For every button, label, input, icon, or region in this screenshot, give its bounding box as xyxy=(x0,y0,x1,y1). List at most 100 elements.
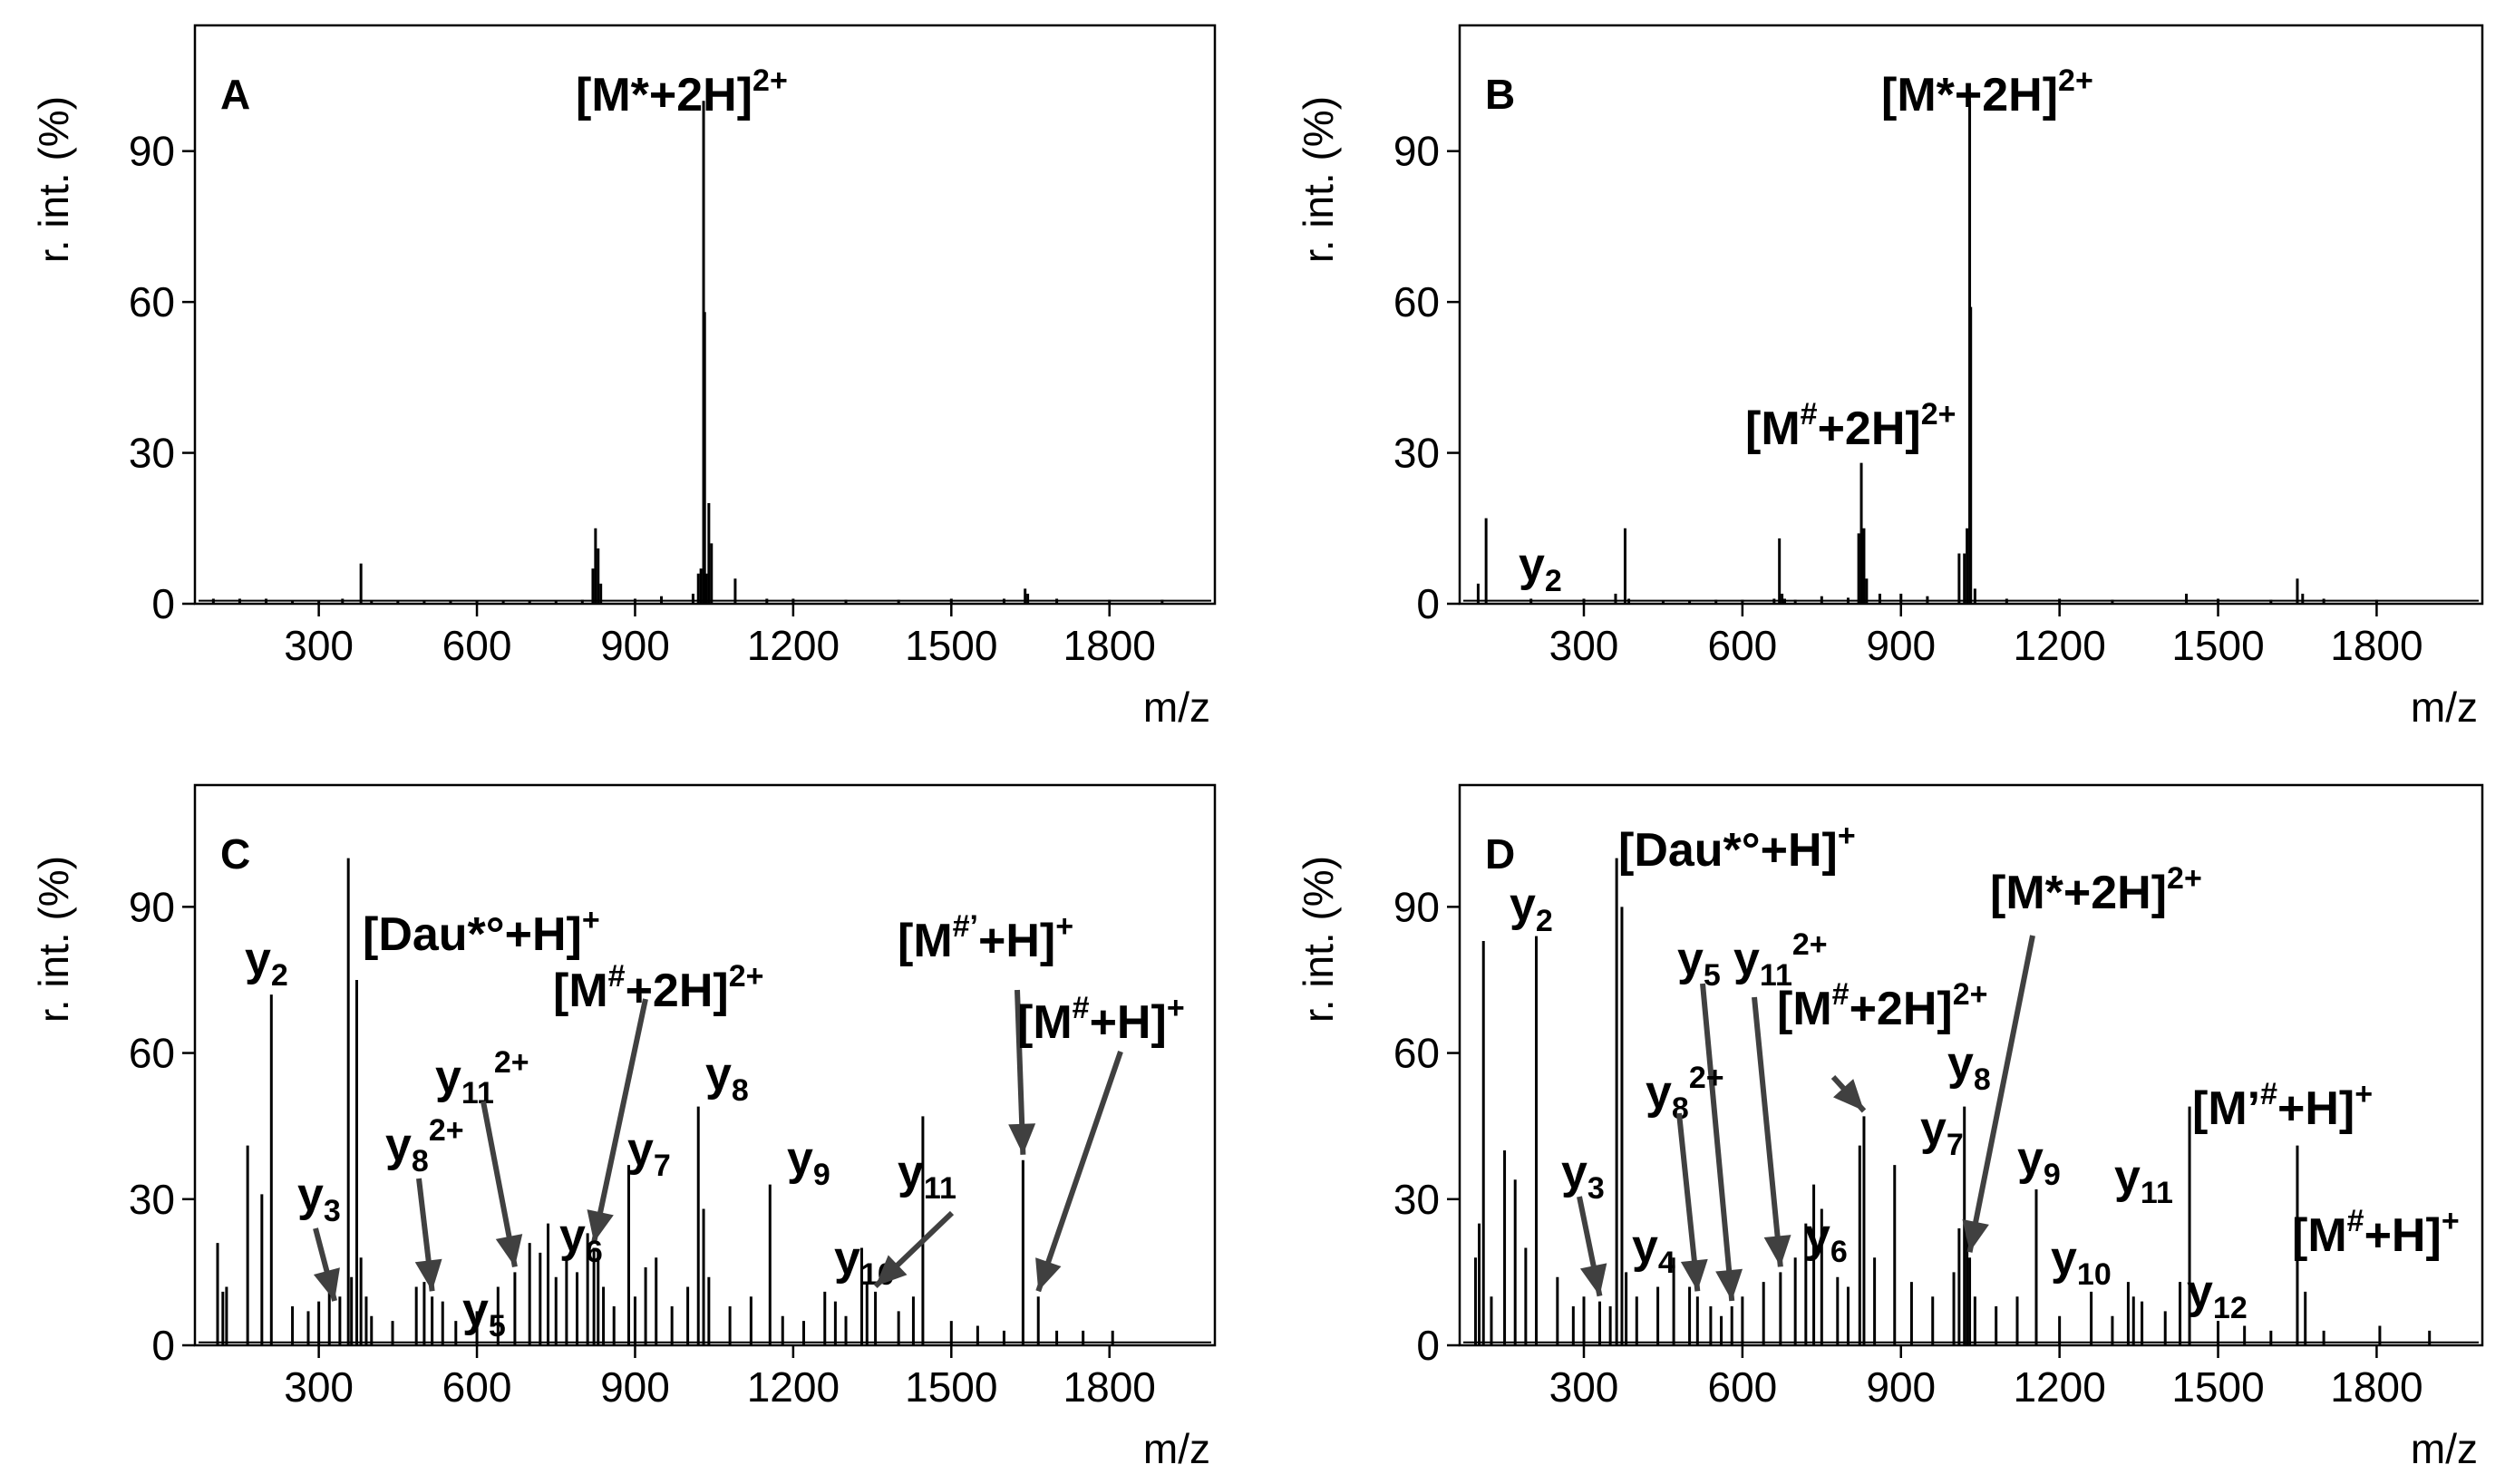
y-tick-label: 90 xyxy=(129,128,175,175)
peak-annotation: y10 xyxy=(2051,1232,2112,1292)
peak-annotation: [M#+2H]2+ xyxy=(1745,397,1956,455)
peak-annotation: y82+ xyxy=(1646,1061,1724,1126)
y-tick-label: 30 xyxy=(1393,1176,1440,1223)
peak-annotation: y4 xyxy=(1632,1220,1675,1280)
x-tick-label: 600 xyxy=(1708,1363,1778,1411)
peak-annotation: [M*+2H]2+ xyxy=(1990,861,2202,919)
peak-annotation: y7 xyxy=(1920,1102,1964,1162)
arrow-head xyxy=(1680,1258,1708,1292)
y-tick-label: 30 xyxy=(129,430,175,477)
y-tick-label: 60 xyxy=(1393,278,1440,325)
x-tick-label: 600 xyxy=(442,622,512,669)
y-axis-title: r. int. (%) xyxy=(1295,96,1342,263)
panel-a: 0 30 60 90 300 600 900 1200 1500 1800 r. int. (%) m… xyxy=(30,24,1217,731)
x-axis-title: m/z xyxy=(2411,1425,2478,1472)
x-tick-label: 1800 xyxy=(1063,622,1156,669)
y-tick-label: 30 xyxy=(1393,430,1440,477)
peak-annotation: [M’#+H]+ xyxy=(2192,1077,2373,1135)
peak-annotation: y3 xyxy=(1561,1146,1605,1206)
peak-annotation: [M#+2H]2+ xyxy=(553,959,763,1017)
x-tick-label: 1200 xyxy=(2013,1363,2105,1411)
arrow-head xyxy=(1962,1218,1989,1253)
y-tick-label: 60 xyxy=(129,1030,175,1077)
x-tick-label: 900 xyxy=(600,622,670,669)
y-tick-label: 90 xyxy=(129,883,175,930)
peak-annotation: [M#+H]+ xyxy=(1017,991,1185,1049)
arrow-head xyxy=(1832,1079,1864,1111)
arrow-head xyxy=(414,1258,442,1292)
peak-annotation: y11 xyxy=(2114,1150,2173,1210)
x-tick-label: 1200 xyxy=(747,1363,840,1411)
x-axis-title: m/z xyxy=(1143,1425,1210,1472)
x-tick-label: 300 xyxy=(1549,1363,1619,1411)
x-axis-title: m/z xyxy=(1143,684,1210,731)
peak-annotation: y8 xyxy=(1947,1037,1991,1097)
arrow-head xyxy=(1035,1257,1062,1292)
peak-annotation: y6 xyxy=(1804,1209,1848,1269)
x-tick-label: 1200 xyxy=(2013,622,2105,669)
x-tick-label: 900 xyxy=(1866,1363,1936,1411)
y-tick-label: 0 xyxy=(1416,580,1440,627)
peak-annotation: y3 xyxy=(297,1169,341,1228)
arrow-head xyxy=(313,1267,340,1302)
arrow-head xyxy=(875,1255,908,1286)
x-tick-label: 1800 xyxy=(2330,622,2422,669)
y-tick-label: 90 xyxy=(1393,883,1440,930)
panel-c: 0 30 60 90 300 600 900 1200 1500 1800 r. int. (%) m… xyxy=(30,783,1217,1472)
peak-annotation: [M*+2H]2+ xyxy=(576,63,788,121)
arrow-head xyxy=(1715,1268,1743,1302)
panel-b: 0 30 60 90 300 600 900 1200 1500 1800 r. int. (%) m… xyxy=(1295,24,2484,731)
x-tick-label: 300 xyxy=(1549,622,1619,669)
annotation-arrow xyxy=(1752,996,1783,1267)
peak-annotation: y2 xyxy=(1519,538,1562,598)
y-axis-title: r. int. (%) xyxy=(30,856,77,1023)
y-tick-label: 60 xyxy=(129,278,175,325)
x-tick-label: 900 xyxy=(600,1363,670,1411)
peak-annotation: [Dau*°+H]+ xyxy=(1618,819,1856,877)
panel-letter: B xyxy=(1485,71,1515,118)
y-tick-label: 0 xyxy=(1416,1322,1440,1369)
peak-annotation: y2 xyxy=(245,933,288,993)
arrow-head xyxy=(1763,1235,1791,1267)
annotation-arrow xyxy=(1035,1051,1123,1293)
arrow-head xyxy=(495,1234,523,1267)
panel-d: 0 30 60 90 300 600 900 1200 1500 1800 r. int. (%) m… xyxy=(1295,783,2484,1472)
x-tick-label: 1500 xyxy=(905,1363,997,1411)
x-tick-label: 300 xyxy=(284,1363,354,1411)
arrow-head xyxy=(1579,1263,1607,1296)
y-axis-title: r. int. (%) xyxy=(30,96,77,263)
arrow-head xyxy=(587,1209,614,1243)
peak-annotation: [M*+2H]2+ xyxy=(1881,63,2093,121)
panel-letter: C xyxy=(220,830,250,878)
x-tick-label: 600 xyxy=(1708,622,1778,669)
peak-annotation: y5 xyxy=(462,1284,506,1343)
x-tick-label: 300 xyxy=(284,622,354,669)
x-tick-label: 1800 xyxy=(1063,1363,1156,1411)
y-tick-label: 60 xyxy=(1393,1030,1440,1077)
annotation-arrow xyxy=(1700,983,1735,1302)
x-tick-label: 1500 xyxy=(2171,1363,2264,1411)
peak-annotation: y9 xyxy=(2017,1132,2061,1192)
x-tick-label: 600 xyxy=(442,1363,512,1411)
panel-letter: A xyxy=(220,71,250,118)
peak-annotation: y12 xyxy=(2187,1266,2248,1325)
y-tick-label: 90 xyxy=(1393,128,1440,175)
peak-annotation: y5 xyxy=(1677,933,1721,993)
y-tick-label: 30 xyxy=(129,1176,175,1223)
x-tick-label: 1200 xyxy=(747,622,840,669)
peak-annotation: y11 xyxy=(898,1146,956,1206)
peak-annotation: y112+ xyxy=(1733,927,1828,993)
peak-annotation: [Dau*°+H]+ xyxy=(363,903,600,961)
y-tick-label: 0 xyxy=(151,1322,175,1369)
annotation-arrow xyxy=(1966,935,2035,1253)
peak-annotation: y8 xyxy=(705,1048,749,1108)
panel-letter: D xyxy=(1485,830,1515,878)
arrow-head xyxy=(1008,1123,1036,1155)
peak-annotation: y2 xyxy=(1510,878,1553,938)
peak-annotation: [M#’+H]+ xyxy=(898,909,1073,967)
x-tick-label: 1500 xyxy=(905,622,997,669)
peak-annotation: y7 xyxy=(627,1123,671,1183)
peak-annotation: y10 xyxy=(834,1232,895,1292)
x-tick-label: 1800 xyxy=(2330,1363,2422,1411)
